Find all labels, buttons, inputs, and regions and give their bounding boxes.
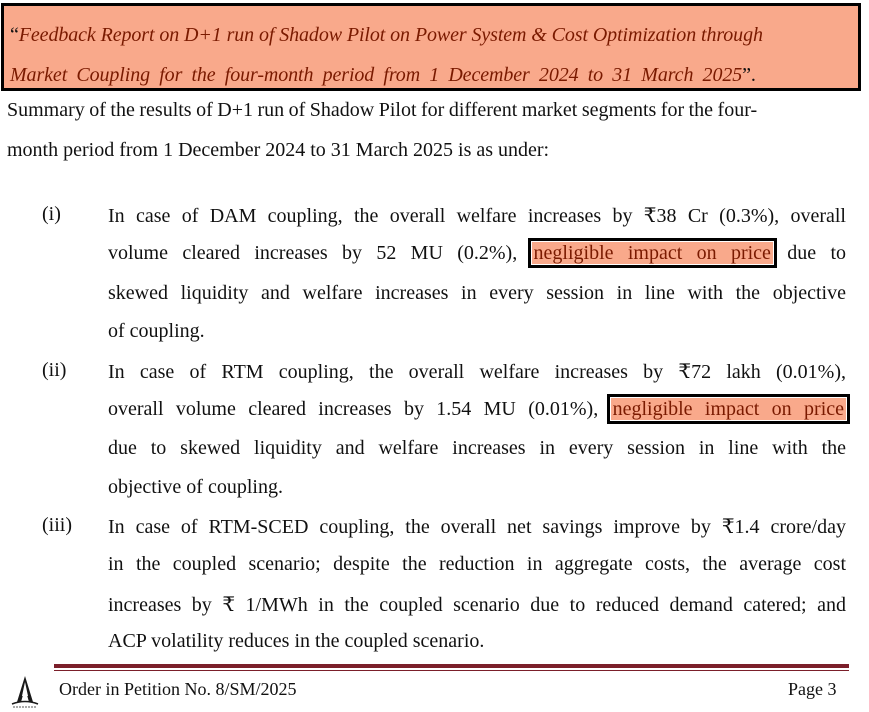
highlighted-phrase: negligible impact on price [527,238,777,268]
title-line-1: “Feedback Report on D+1 run of Shadow Pi… [10,24,763,47]
open-quote: “ [10,24,19,46]
highlighted-phrase: negligible impact on price [606,394,851,424]
emblem-logo-icon [11,676,39,708]
item-line: increases by ₹ 1/MWh in the coupled scen… [108,594,846,616]
item-line: overall volume cleared increases by 1.54… [108,394,851,424]
item-line: of coupling. [108,320,205,342]
summary-line-2: month period from 1 December 2024 to 31 … [7,139,550,161]
title-text-2: Market Coupling for the four-month perio… [10,64,743,86]
title-text-1: Feedback Report on D+1 run of Shadow Pil… [18,24,763,46]
item-line: In case of RTM coupling, the overall wel… [108,361,846,383]
summary-line-1: Summary of the results of D+1 run of Sha… [7,99,758,121]
item-line: volume cleared increases by 52 MU (0.2%)… [108,238,847,268]
close-quote: ”. [742,64,756,86]
item-line: in the coupled scenario; despite the red… [108,553,846,575]
item-line: objective of coupling. [108,476,283,498]
item-number: (ii) [42,359,67,381]
item-line: In case of DAM coupling, the overall wel… [108,205,846,227]
item-number: (iii) [42,514,72,536]
footer-petition: Order in Petition No. 8/SM/2025 [59,679,297,699]
item-text: due to [787,242,847,264]
quoted-title-box: “Feedback Report on D+1 run of Shadow Pi… [1,3,861,91]
item-text: overall volume cleared increases by 1.54… [108,398,599,420]
footer-rule [54,664,849,668]
item-number: (i) [42,203,61,225]
footer-rule-thin [54,670,849,671]
item-text: volume cleared increases by 52 MU (0.2%)… [108,242,518,264]
item-line: skewed liquidity and welfare increases i… [108,282,846,304]
item-line: ACP volatility reduces in the coupled sc… [108,630,485,652]
footer-page-number: Page 3 [788,679,837,699]
item-line: In case of RTM-SCED coupling, the overal… [108,516,846,538]
title-line-2: Market Coupling for the four-month perio… [10,64,756,87]
item-line: due to skewed liquidity and welfare incr… [108,437,846,459]
